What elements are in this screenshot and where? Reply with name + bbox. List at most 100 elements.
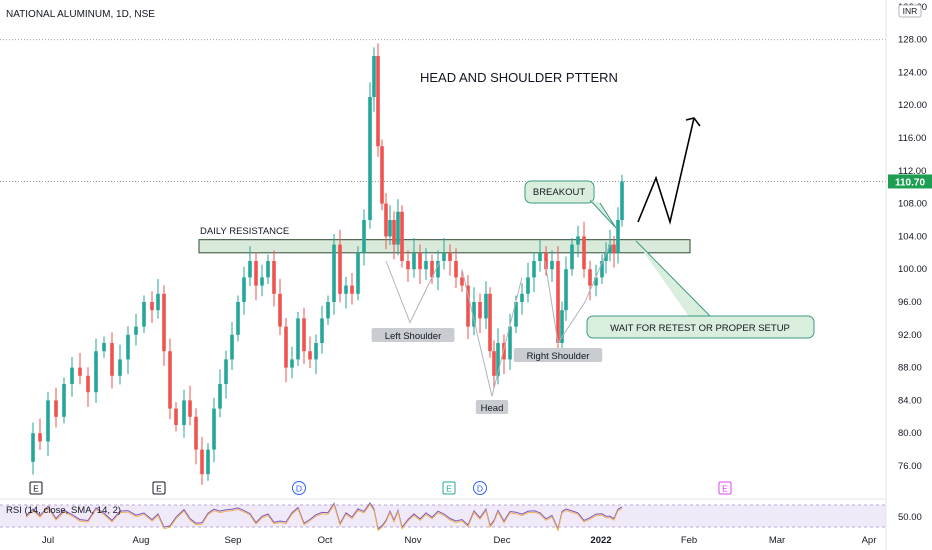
candle (388, 220, 392, 237)
candle (604, 252, 608, 261)
candle (296, 318, 300, 360)
candle (616, 220, 620, 253)
candle (600, 261, 604, 278)
dividend-marker[interactable] (292, 481, 306, 495)
candle (314, 343, 318, 360)
breakout-pointer (589, 199, 617, 229)
candle (212, 408, 216, 450)
rsi-line (25, 502, 623, 531)
earnings-marker[interactable] (29, 481, 43, 495)
candle (278, 293, 282, 327)
y-tick-label: 88.00 (898, 363, 922, 374)
candle (472, 302, 476, 327)
candle (356, 252, 360, 294)
earnings-marker[interactable] (152, 481, 166, 495)
x-tick-label: Oct (318, 535, 333, 546)
candle (564, 269, 568, 311)
event-marker-label: E (722, 484, 728, 494)
candle (94, 351, 98, 393)
breakout-label: BREAKOUT (533, 187, 585, 198)
candle (368, 97, 372, 220)
rsi-label: RSI (14, close, SMA, 14, 2) (6, 505, 121, 516)
y-tick-label: 120.00 (898, 100, 927, 111)
rsi-sma-line (25, 503, 623, 533)
dividend-marker[interactable] (473, 481, 487, 495)
candle (284, 326, 288, 368)
y-tick-label: 112.00 (898, 166, 926, 177)
candle (31, 433, 35, 462)
candle (492, 351, 496, 376)
rsi-band (0, 505, 886, 527)
projection-arrowhead (685, 117, 701, 127)
candle (372, 56, 376, 97)
candle (260, 277, 264, 286)
earnings-marker[interactable] (442, 481, 456, 495)
candle (224, 359, 228, 384)
y-tick-label: 104.00 (898, 231, 927, 242)
projection-arrow (637, 117, 695, 226)
candle (338, 244, 342, 294)
candle (460, 277, 464, 286)
candle (272, 261, 276, 294)
candle (570, 244, 574, 270)
left-shoulder-label: Left Shoulder (385, 331, 442, 342)
candle (254, 261, 258, 286)
candle (46, 400, 50, 442)
candle (496, 343, 500, 376)
candle (380, 146, 384, 204)
candle (556, 261, 560, 343)
breakout-callout[interactable] (524, 180, 595, 204)
candle (206, 449, 210, 475)
retest-callout[interactable] (586, 315, 815, 339)
right-shoulder-label: Right Shoulder (527, 351, 590, 362)
earnings-marker[interactable] (718, 481, 732, 495)
candle (392, 220, 396, 245)
candle (150, 302, 154, 311)
candle (332, 244, 336, 302)
candle (442, 252, 446, 261)
candle (78, 367, 82, 376)
candle (62, 384, 66, 417)
candle (218, 384, 222, 409)
pattern-guide-line (544, 244, 611, 345)
candle (612, 244, 616, 253)
y-tick-label: 84.00 (898, 395, 922, 406)
y-tick-label: 100.00 (898, 264, 927, 275)
candle (396, 211, 400, 245)
candle (174, 408, 178, 425)
candle (376, 56, 380, 147)
y-tick-label: 76.00 (898, 461, 922, 472)
candle (188, 400, 192, 417)
candle (102, 343, 106, 352)
candle (478, 302, 482, 319)
candle (520, 293, 524, 302)
x-tick-label: Jul (42, 535, 54, 546)
candle (588, 269, 592, 286)
candle (156, 293, 160, 311)
candle (526, 277, 530, 294)
candle (582, 236, 586, 270)
candle (620, 181, 624, 220)
candle (406, 261, 410, 270)
candle (182, 400, 186, 425)
candle (162, 293, 166, 352)
candle (126, 334, 130, 360)
y-tick-label: 80.00 (898, 428, 922, 439)
candle (134, 326, 138, 335)
candle (488, 293, 492, 352)
pattern-guide-line (385, 260, 441, 324)
candle (454, 261, 458, 278)
candle (418, 252, 422, 270)
candle (384, 203, 388, 237)
candle (430, 261, 434, 278)
left-shoulder-label-bg (371, 328, 455, 342)
zone-label: DAILY RESISTANCE (200, 226, 289, 237)
candle (200, 449, 204, 475)
candle (290, 359, 294, 368)
candle (448, 252, 452, 261)
right-shoulder-label-bg (513, 348, 603, 362)
event-marker-label: E (33, 484, 39, 494)
x-tick-label: Sep (225, 535, 242, 546)
candle (54, 400, 58, 417)
